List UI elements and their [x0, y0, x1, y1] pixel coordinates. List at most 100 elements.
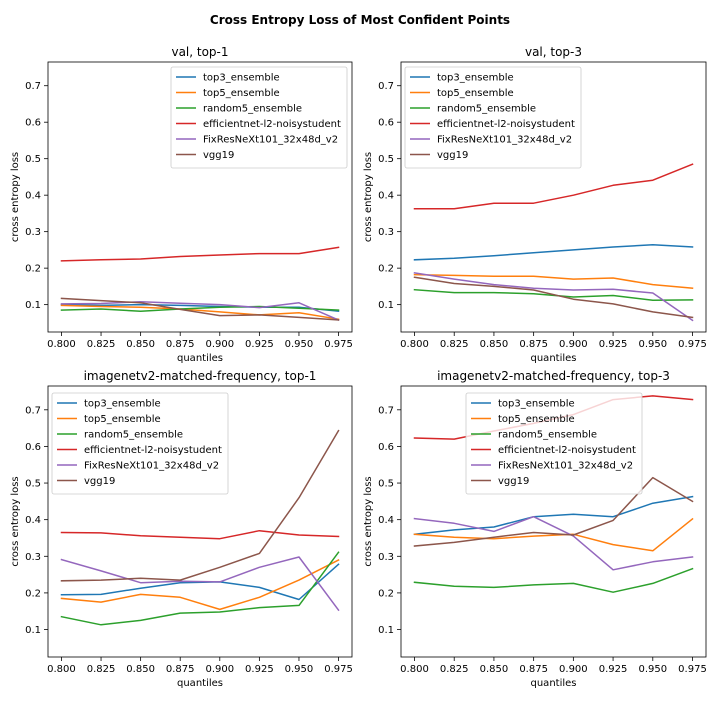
legend-label: random5_ensemble: [498, 430, 597, 441]
y-tick-label: 0.4: [25, 191, 41, 202]
series-lines: [413, 163, 694, 322]
axes-frame: [47, 385, 353, 658]
legend-label: random5_ensemble: [437, 104, 536, 115]
y-tick-label: 0.1: [378, 300, 394, 311]
x-tick-label: 0.900: [205, 664, 234, 675]
legend-frame: [51, 392, 229, 495]
y-tick-label: 0.1: [25, 300, 41, 311]
y-tick-label: 0.2: [378, 264, 394, 275]
x-tick-label: 0.900: [205, 339, 234, 350]
y-tick-label: 0.5: [25, 154, 41, 165]
figure-title: Cross Entropy Loss of Most Confident Poi…: [210, 13, 510, 27]
y-tick-label: 0.1: [378, 625, 394, 636]
series-line-top5_ensemble: [60, 558, 340, 611]
series-line-FixResNeXt101_32x48d_v2: [413, 515, 694, 571]
legend-label: top5_ensemble: [498, 414, 575, 425]
y-tick-label: 0.4: [25, 515, 41, 526]
series-line-efficientnet-l2-noisystudent: [60, 529, 340, 540]
legend-label: top3_ensemble: [84, 399, 161, 410]
x-tick-label: 0.875: [519, 339, 548, 350]
y-tick-label: 0.7: [25, 405, 41, 416]
series-line-random5_ensemble: [413, 567, 694, 593]
series-line-top3_ensemble: [413, 244, 694, 261]
y-tick-label: 0.2: [25, 588, 41, 599]
series-line-random5_ensemble: [60, 551, 340, 626]
x-tick-label: 0.950: [638, 664, 667, 675]
legend-label: efficientnet-l2-noisystudent: [203, 119, 341, 130]
y-axis-label: cross entropy loss: [10, 476, 21, 566]
x-tick-label: 0.825: [87, 339, 116, 350]
chart-panel-4: imagenetv2-matched-frequency, top-3 0.800…: [363, 369, 707, 689]
y-axis-label: cross entropy loss: [363, 476, 374, 566]
x-axis-label: quantiles: [177, 353, 223, 364]
legend-label: efficientnet-l2-noisystudent: [84, 445, 222, 456]
series-line-FixResNeXt101_32x48d_v2: [413, 272, 694, 322]
legend-label: vgg19: [84, 476, 115, 487]
series-lines: [413, 395, 694, 593]
x-tick-label: 0.850: [480, 339, 509, 350]
x-tick-label: 0.800: [47, 339, 76, 350]
axes-frame: [47, 61, 353, 333]
x-axis-label: quantiles: [531, 353, 577, 364]
series-line-FixResNeXt101_32x48d_v2: [60, 556, 340, 612]
y-tick-label: 0.4: [378, 515, 394, 526]
legend-label: top3_ensemble: [498, 399, 575, 410]
x-tick-label: 0.875: [519, 664, 548, 675]
x-tick-label: 0.825: [87, 664, 116, 675]
x-tick-label: 0.925: [599, 339, 628, 350]
y-tick-label: 0.5: [378, 154, 394, 165]
legend-label: FixResNeXt101_32x48d_v2: [437, 135, 572, 146]
legend-frame: [170, 66, 348, 169]
x-tick-label: 0.975: [324, 664, 353, 675]
legend-label: top5_ensemble: [437, 88, 514, 99]
legend-label: vgg19: [498, 476, 529, 487]
y-axis-label: cross entropy loss: [363, 152, 374, 242]
legend: top3_ensemble top5_ensemble random5_ensemb…: [465, 392, 643, 495]
legend-label: vgg19: [203, 150, 234, 161]
y-tick-label: 0.3: [25, 552, 41, 563]
series-line-FixResNeXt101_32x48d_v2: [60, 300, 340, 321]
legend-label: efficientnet-l2-noisystudent: [437, 119, 575, 130]
series-line-vgg19: [413, 476, 694, 547]
chart-panel-1: val, top-1 0.800 0.825 0.850 0.875 0.900 0.925…: [10, 45, 353, 364]
y-tick-label: 0.7: [378, 405, 394, 416]
x-axis-label: quantiles: [177, 678, 223, 689]
chart-panel-3: imagenetv2-matched-frequency, top-1 0.800…: [10, 369, 353, 689]
series-line-top3_ensemble: [60, 303, 340, 313]
x-tick-label: 0.975: [678, 664, 707, 675]
y-tick-label: 0.6: [378, 442, 394, 453]
series-line-efficientnet-l2-noisystudent: [60, 246, 340, 262]
panels: val, top-1 0.800 0.825 0.850 0.875 0.900 0.925…: [10, 45, 707, 689]
y-tick-label: 0.3: [25, 227, 41, 238]
y-tick-label: 0.6: [25, 442, 41, 453]
series-line-efficientnet-l2-noisystudent: [413, 163, 694, 210]
x-tick-label: 0.950: [285, 339, 314, 350]
panel-title: imagenetv2-matched-frequency, top-1: [84, 369, 317, 383]
legend: top3_ensemble top5_ensemble random5_ensemb…: [51, 392, 229, 495]
x-tick-label: 0.825: [440, 339, 469, 350]
x-axis-label: quantiles: [531, 678, 577, 689]
legend: top3_ensemble top5_ensemble random5_ensemb…: [170, 66, 348, 169]
x-tick-label: 0.800: [400, 339, 429, 350]
y-tick-label: 0.6: [378, 118, 394, 129]
legend-label: top5_ensemble: [203, 88, 280, 99]
legend-label: efficientnet-l2-noisystudent: [498, 445, 636, 456]
series-line-top5_ensemble: [413, 517, 694, 552]
legend: top3_ensemble top5_ensemble random5_ensemb…: [404, 66, 582, 169]
series-lines: [60, 429, 340, 626]
legend-label: random5_ensemble: [84, 430, 183, 441]
y-tick-label: 0.4: [378, 191, 394, 202]
y-axis-label: cross entropy loss: [10, 152, 21, 242]
series-line-top5_ensemble: [413, 273, 694, 290]
chart-panel-2: val, top-3 0.800 0.825 0.850 0.875 0.900 0.925…: [363, 45, 707, 364]
y-tick-label: 0.7: [378, 81, 394, 92]
x-tick-label: 0.825: [440, 664, 469, 675]
legend-label: top3_ensemble: [203, 73, 280, 84]
series-lines: [60, 246, 340, 321]
series-line-vgg19: [60, 429, 340, 582]
x-tick-label: 0.800: [47, 664, 76, 675]
x-tick-label: 0.800: [400, 664, 429, 675]
x-tick-label: 0.950: [638, 339, 667, 350]
x-tick-label: 0.850: [480, 664, 509, 675]
